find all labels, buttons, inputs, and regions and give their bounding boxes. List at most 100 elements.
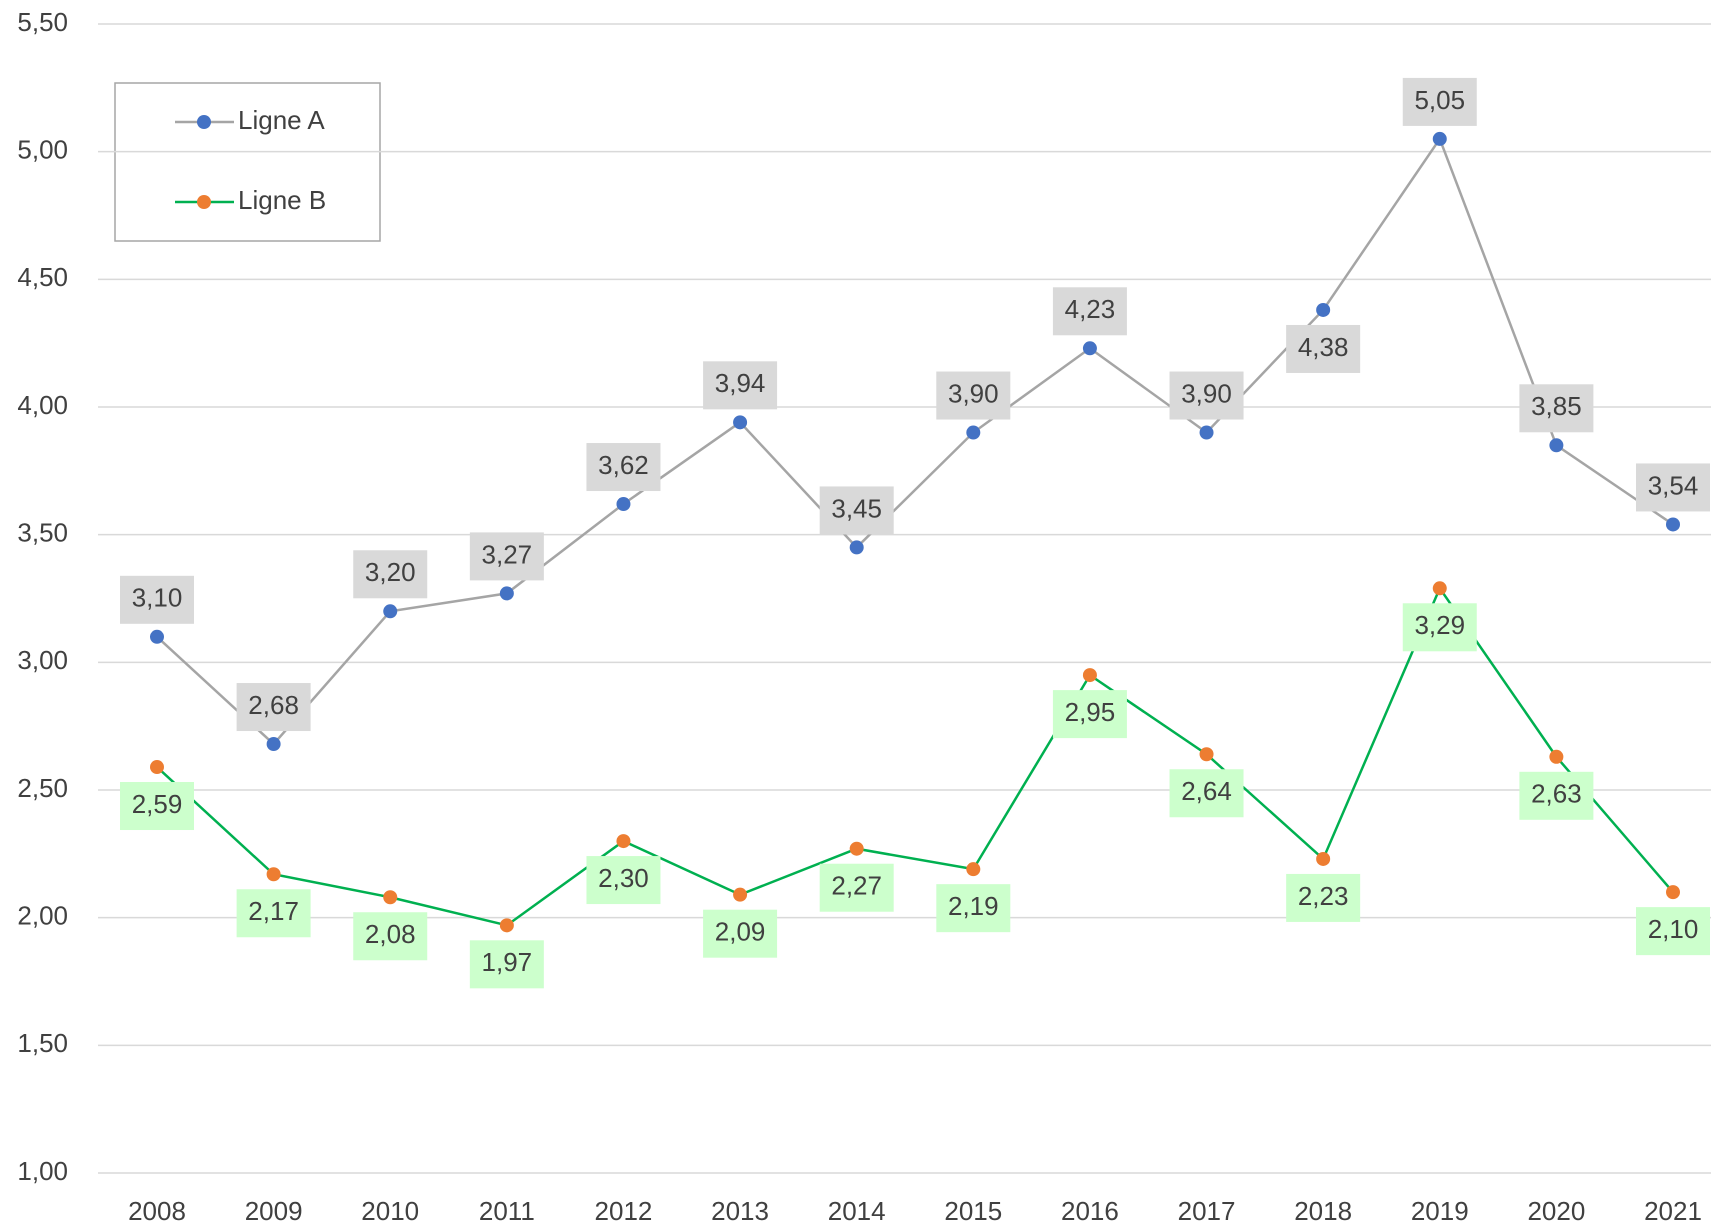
marker	[150, 760, 164, 775]
legend-label: Ligne A	[238, 105, 325, 135]
data-label-box	[236, 889, 311, 938]
series-line	[156, 136, 1674, 746]
y-tick-label: 1,50	[17, 1028, 68, 1058]
marker	[849, 540, 864, 555]
y-tick-label: 4,50	[17, 262, 68, 292]
marker	[266, 737, 281, 752]
x-tick-label: 2011	[479, 1196, 535, 1226]
marker	[499, 586, 514, 601]
y-tick-label: 3,00	[17, 645, 68, 675]
marker	[616, 497, 631, 512]
data-label: 2,19	[948, 891, 999, 921]
data-label: 5,05	[1414, 85, 1465, 115]
data-label-box	[1402, 603, 1477, 652]
data-label: 2,64	[1181, 776, 1232, 806]
data-label-box	[1402, 77, 1477, 126]
data-label: 3,54	[1648, 470, 1699, 500]
data-label-box	[236, 683, 311, 732]
marker	[383, 604, 398, 619]
data-label-box	[1169, 371, 1244, 420]
marker	[1432, 131, 1447, 146]
marker	[849, 841, 864, 856]
data-label: 3,90	[1181, 378, 1232, 408]
data-label: 3,29	[1414, 610, 1465, 640]
marker	[1549, 749, 1564, 764]
data-label: 3,90	[948, 378, 999, 408]
data-label-box	[703, 361, 778, 410]
data-label-box	[1286, 324, 1361, 373]
data-label-box	[1052, 690, 1127, 739]
x-tick-label: 2008	[128, 1196, 186, 1226]
marker	[1549, 438, 1564, 453]
marker	[1316, 302, 1331, 317]
data-label: 4,38	[1298, 332, 1349, 362]
marker	[1199, 747, 1214, 762]
data-label-box	[936, 371, 1011, 420]
marker	[1432, 581, 1447, 596]
y-tick-label: 2,50	[17, 773, 68, 803]
data-label-box	[819, 486, 894, 535]
data-label-box	[1519, 384, 1594, 433]
data-label: 3,20	[365, 557, 416, 587]
data-label-box	[936, 884, 1011, 933]
marker	[266, 867, 281, 882]
data-label: 3,10	[132, 583, 183, 613]
data-label: 4,23	[1065, 294, 1116, 324]
data-label-box	[1636, 907, 1710, 956]
data-label: 2,95	[1065, 697, 1116, 727]
marker	[1199, 425, 1214, 440]
data-label-box	[1636, 463, 1710, 512]
data-label: 2,30	[598, 863, 649, 893]
data-label-box	[469, 532, 544, 581]
legend-box	[114, 82, 381, 242]
marker	[383, 890, 398, 905]
x-tick-label: 2019	[1411, 1196, 1469, 1226]
data-label-box	[819, 863, 894, 912]
legend-marker	[197, 195, 211, 209]
data-label: 2,68	[248, 690, 299, 720]
x-tick-label: 2010	[361, 1196, 419, 1226]
x-tick-label: 2020	[1527, 1196, 1585, 1226]
y-tick-label: 5,00	[17, 135, 68, 165]
data-label-box	[1169, 769, 1244, 818]
data-label: 3,85	[1531, 391, 1582, 421]
x-tick-label: 2013	[711, 1196, 769, 1226]
x-tick-label: 2014	[828, 1196, 886, 1226]
data-label: 2,27	[831, 871, 882, 901]
data-label-box	[703, 909, 778, 958]
data-label: 2,10	[1648, 914, 1699, 944]
data-label: 3,27	[482, 539, 533, 569]
data-label-box	[469, 940, 544, 989]
marker	[1082, 668, 1097, 683]
data-label-box	[120, 575, 194, 624]
marker	[1316, 851, 1331, 866]
data-label-box	[586, 443, 661, 492]
data-label-box	[353, 550, 428, 599]
marker	[1666, 517, 1680, 532]
data-label: 2,08	[365, 919, 416, 949]
y-tick-label: 3,50	[17, 518, 68, 548]
x-tick-label: 2009	[245, 1196, 303, 1226]
marker	[966, 862, 981, 877]
data-label: 2,09	[715, 917, 766, 947]
y-tick-label: 5,50	[17, 7, 68, 37]
data-label: 2,23	[1298, 881, 1349, 911]
x-tick-label: 2012	[595, 1196, 653, 1226]
data-label: 3,45	[831, 493, 882, 523]
marker	[733, 415, 748, 430]
marker	[733, 887, 748, 902]
data-label-box	[586, 856, 661, 905]
y-tick-label: 2,00	[17, 901, 68, 931]
data-label: 1,97	[482, 947, 533, 977]
data-label: 3,62	[598, 450, 649, 480]
data-label: 3,94	[715, 368, 766, 398]
x-tick-label: 2017	[1178, 1196, 1236, 1226]
legend-marker	[197, 115, 211, 129]
data-label-box	[1286, 873, 1361, 922]
marker	[1082, 341, 1097, 356]
y-tick-label: 4,00	[17, 390, 68, 420]
data-label-box	[1052, 287, 1127, 336]
legend-label: Ligne B	[238, 185, 326, 215]
marker	[966, 425, 981, 440]
